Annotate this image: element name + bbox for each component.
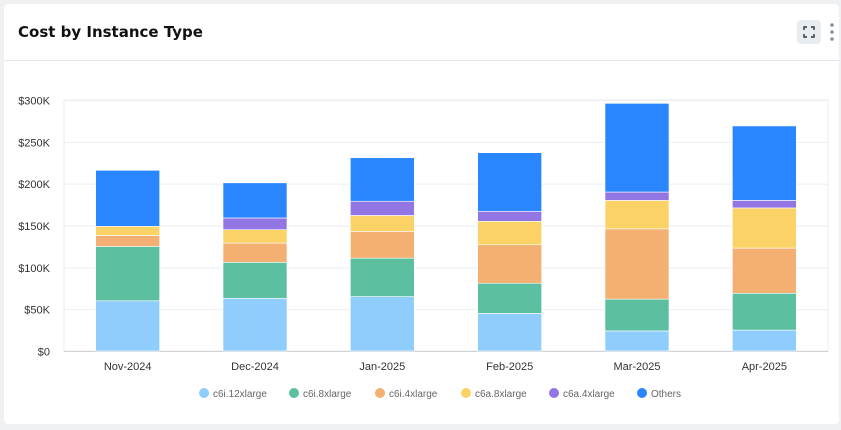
bar-segment xyxy=(732,329,797,352)
y-tick-label: $150K xyxy=(18,221,50,233)
bar-segment xyxy=(95,300,160,352)
bar-segment xyxy=(477,152,542,212)
legend-label: c6i.12xlarge xyxy=(213,389,267,400)
bar-segment xyxy=(604,298,670,332)
bar-segment xyxy=(477,210,542,222)
legend-swatch xyxy=(549,388,559,398)
legend-label: c6i.4xlarge xyxy=(389,389,438,400)
x-tick-label: Apr-2025 xyxy=(742,361,787,373)
legend-swatch xyxy=(375,388,385,398)
legend-label: c6a.4xlarge xyxy=(563,389,615,400)
bar-segment xyxy=(604,228,670,300)
bar-segment xyxy=(604,200,670,230)
bar-segment xyxy=(222,229,288,244)
more-options-button[interactable] xyxy=(827,20,837,44)
more-vertical-icon xyxy=(830,23,834,41)
bar-segment xyxy=(350,296,415,352)
chart-title: Cost by Instance Type xyxy=(18,23,203,41)
x-tick-label: Jan-2025 xyxy=(359,361,405,373)
bar-segment xyxy=(222,262,288,299)
bar-segment xyxy=(732,207,797,249)
bar-segment xyxy=(350,157,415,202)
y-tick-label: $200K xyxy=(18,179,50,191)
bar-segment xyxy=(222,242,288,263)
legend: c6i.12xlarge c6i.8xlarge c6i.4xlarge c6a.8x… xyxy=(199,388,681,400)
legend-swatch xyxy=(199,388,209,398)
legend-item[interactable]: c6i.4xlarge xyxy=(375,388,438,400)
legend-item[interactable]: c6i.8xlarge xyxy=(289,388,352,400)
legend-label: c6a.8xlarge xyxy=(475,389,527,400)
bar-segment xyxy=(350,231,415,259)
y-tick-label: $50K xyxy=(24,305,50,317)
x-tick-label: Nov-2024 xyxy=(104,361,152,373)
bar-segment xyxy=(350,215,415,232)
bar-segment xyxy=(350,200,415,216)
bar-segment xyxy=(222,182,288,219)
bar-segment xyxy=(95,226,160,236)
bar-segment xyxy=(477,244,542,284)
y-tick-label: $300K xyxy=(18,96,50,108)
legend-label: Others xyxy=(651,389,681,400)
bar-segment xyxy=(604,103,670,193)
bar-segment xyxy=(95,169,160,227)
expand-icon xyxy=(803,26,815,38)
expand-button[interactable] xyxy=(797,20,821,44)
x-tick-label: Dec-2024 xyxy=(231,361,279,373)
bar-segment xyxy=(732,247,797,294)
y-tick-label: $250K xyxy=(18,137,50,149)
x-tick-label: Feb-2025 xyxy=(486,361,533,373)
bar-segment xyxy=(350,257,415,297)
card-header: Cost by Instance Type xyxy=(4,4,839,61)
legend-item[interactable]: c6a.8xlarge xyxy=(461,388,527,400)
bar-segment xyxy=(95,246,160,302)
bar-segment xyxy=(732,200,797,209)
legend-item[interactable]: Others xyxy=(637,388,681,400)
legend-swatch xyxy=(461,388,471,398)
bar-segment xyxy=(222,297,288,352)
bar-segment xyxy=(477,221,542,246)
bar-segment xyxy=(95,235,160,247)
bar-segment xyxy=(732,125,797,201)
bar-segment xyxy=(732,292,797,331)
legend-item[interactable]: c6i.12xlarge xyxy=(199,388,267,400)
bar-segment xyxy=(477,282,542,314)
bar-segment xyxy=(604,191,670,201)
bar-segment xyxy=(222,217,288,230)
y-tick-label: $0 xyxy=(38,347,50,359)
legend-item[interactable]: c6a.4xlarge xyxy=(549,388,615,400)
legend-label: c6i.8xlarge xyxy=(303,389,352,400)
x-tick-label: Mar-2025 xyxy=(613,361,660,373)
legend-swatch xyxy=(289,388,299,398)
bar-segment xyxy=(604,330,670,352)
legend-swatch xyxy=(637,388,647,398)
y-tick-label: $100K xyxy=(18,263,50,275)
bar-segment xyxy=(477,313,542,352)
